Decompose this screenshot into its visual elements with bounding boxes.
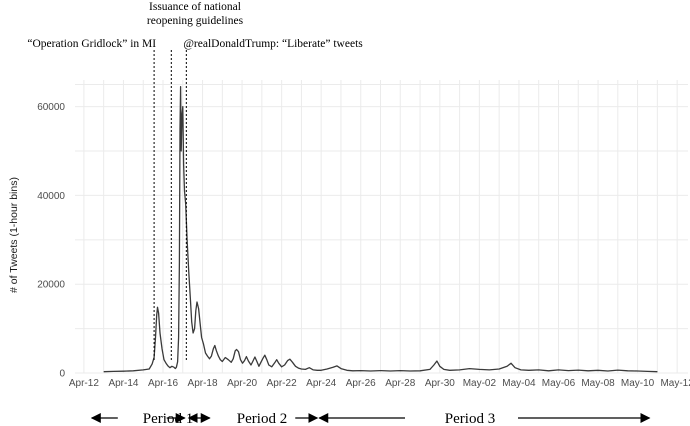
axis-layer: # of Tweets (1-hour bins) 0 20000 40000 600…: [8, 102, 690, 389]
tweet-series-line: [103, 86, 658, 373]
x-tick-label: May-04: [502, 378, 536, 389]
x-tick-label: May-10: [621, 378, 655, 389]
x-tick-label: Apr-14: [108, 378, 138, 389]
x-tick-label: May-12: [660, 378, 690, 389]
series-layer: [103, 86, 658, 373]
x-tick-label: Apr-28: [385, 378, 415, 389]
x-tick-label: Apr-24: [306, 378, 336, 389]
annotation-layer: “Operation Gridlock” in MI Issuance of na…: [27, 1, 363, 362]
y-tick-label: 60000: [37, 102, 65, 113]
period-3-label: Period 3: [445, 411, 495, 426]
x-tick-label: Apr-26: [346, 378, 376, 389]
period-2-label: Period 2: [237, 411, 287, 426]
x-tick-label: Apr-30: [425, 378, 455, 389]
x-tick-label: May-08: [581, 378, 615, 389]
period-layer: Period 1 Period 2 Period 3: [90, 411, 651, 426]
x-tick-label: Apr-12: [69, 378, 99, 389]
x-tick-label: Apr-20: [227, 378, 257, 389]
annotation-guidelines-line2: reopening guidelines: [147, 15, 244, 27]
y-tick-label: 0: [59, 369, 65, 380]
x-tick-label: Apr-22: [267, 378, 297, 389]
x-tick-label: Apr-18: [188, 378, 218, 389]
annotation-operation-gridlock: “Operation Gridlock” in MI: [27, 38, 156, 50]
y-tick-label: 20000: [37, 280, 65, 291]
y-axis-label: # of Tweets (1-hour bins): [8, 177, 20, 293]
x-tick-label: May-02: [463, 378, 497, 389]
x-tick-label: Apr-16: [148, 378, 178, 389]
y-tick-label: 40000: [37, 191, 65, 202]
x-tick-label: May-06: [542, 378, 576, 389]
annotation-liberate-tweets: @realDonaldTrump: “Liberate” tweets: [183, 38, 363, 50]
annotation-guidelines-line1: Issuance of national: [149, 1, 241, 13]
grid-lines: [75, 80, 688, 374]
